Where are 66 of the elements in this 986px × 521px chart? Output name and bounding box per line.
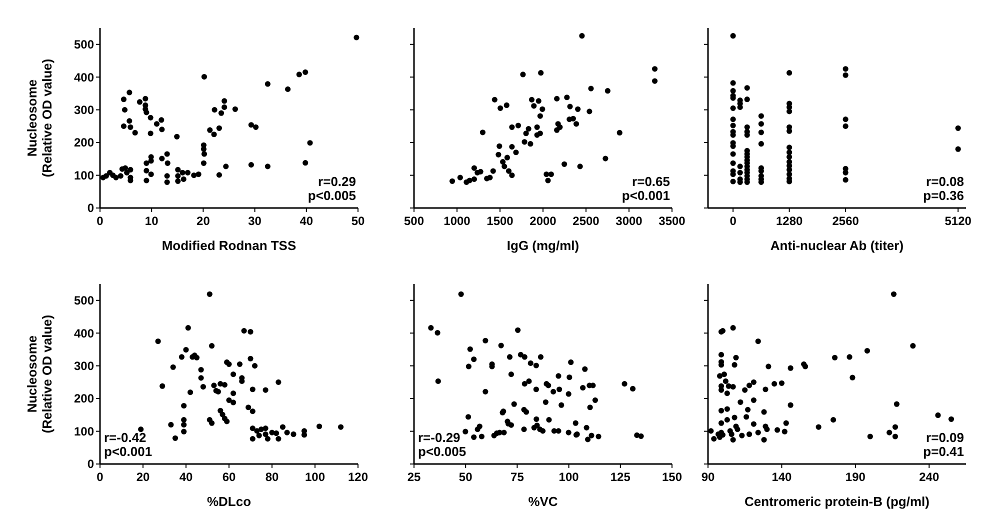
y-tick-label: 0 [87, 457, 94, 472]
x-tick-label: 2000 [530, 214, 557, 228]
x-tick-label: 1280 [776, 214, 803, 228]
x-tick-label: 125 [610, 470, 631, 484]
x-tick-label: 150 [662, 470, 682, 484]
x-tick-label: 500 [404, 214, 424, 228]
x-axis-title: Anti-nuclear Ab (titer) [770, 238, 904, 253]
annotation: p=0.36 [923, 188, 964, 203]
y-tick-label: 300 [74, 103, 94, 118]
x-tick-label: 2500 [572, 214, 600, 228]
x-tick-label: 100 [304, 470, 326, 484]
y-tick-label: 200 [74, 392, 94, 406]
x-tick-label: 30 [248, 214, 262, 228]
x-tick-label: 0 [96, 214, 104, 228]
y-tick-label: 0 [87, 201, 94, 216]
annotation: r=0.09 [926, 430, 964, 445]
x-tick-label: 120 [348, 470, 368, 484]
x-tick-label: 60 [222, 470, 236, 484]
x-axis-title: %DLco [206, 494, 252, 509]
x-tick-label: 90 [701, 470, 715, 484]
x-axis-title: Modified Rodnan TSS [162, 238, 296, 253]
y-tick-label: 100 [74, 424, 94, 438]
x-tick-label: 80 [265, 470, 279, 484]
x-tick-label: 40 [300, 214, 314, 228]
x-axis-title: IgG (mg/ml) [506, 238, 580, 253]
y-tick-label: 400 [74, 326, 94, 340]
x-tick-label: 3000 [616, 214, 643, 228]
x-tick-label: 2560 [832, 214, 860, 228]
x-tick-label: 50 [458, 470, 473, 484]
x-tick-label: 10 [144, 214, 159, 228]
annotation: r=0.08 [926, 174, 964, 189]
x-tick-label: 100 [558, 470, 580, 484]
x-tick-label: 240 [919, 470, 940, 484]
annotation: p<0.005 [418, 444, 466, 459]
x-tick-label: 20 [136, 470, 150, 484]
x-tick-label: 25 [407, 470, 421, 484]
x-tick-label: 140 [772, 470, 792, 484]
y-tick-label: 400 [74, 70, 94, 84]
x-tick-label: 40 [179, 470, 193, 484]
x-tick-label: 190 [845, 470, 866, 484]
x-tick-label: 50 [351, 214, 365, 228]
y-axis-title: Nucleosome (Relative OD value) [24, 58, 55, 178]
y-tick-label: 500 [74, 294, 94, 308]
x-tick-label: 75 [510, 470, 524, 484]
y-tick-label: 200 [74, 136, 94, 150]
annotation: p<0.001 [622, 188, 670, 203]
annotation: p<0.005 [308, 188, 356, 203]
x-tick-label: 1000 [444, 214, 471, 228]
y-tick-label: 100 [74, 168, 94, 182]
x-tick-label: 3500 [658, 214, 686, 228]
y-tick-label: 300 [74, 359, 94, 374]
annotation: p<0.001 [104, 444, 152, 459]
annotation: p=0.41 [923, 444, 964, 459]
annotation: r=0.29 [318, 174, 356, 189]
annotation: r=0.65 [632, 174, 670, 189]
y-axis-title: Nucleosome (Relative OD value) [24, 314, 55, 434]
x-tick-label: 5120 [944, 214, 972, 228]
annotation: r=-0.42 [104, 430, 146, 445]
x-tick-label: 1500 [486, 214, 514, 228]
x-axis-title: %VC [528, 494, 558, 509]
x-tick-label: 0 [730, 214, 737, 228]
y-tick-label: 500 [74, 38, 94, 52]
annotation: r=-0.29 [418, 430, 460, 445]
x-tick-label: 0 [96, 470, 104, 484]
x-axis-title: Centromeric protein-B (pg/ml) [744, 494, 930, 509]
x-tick-label: 20 [196, 214, 210, 228]
